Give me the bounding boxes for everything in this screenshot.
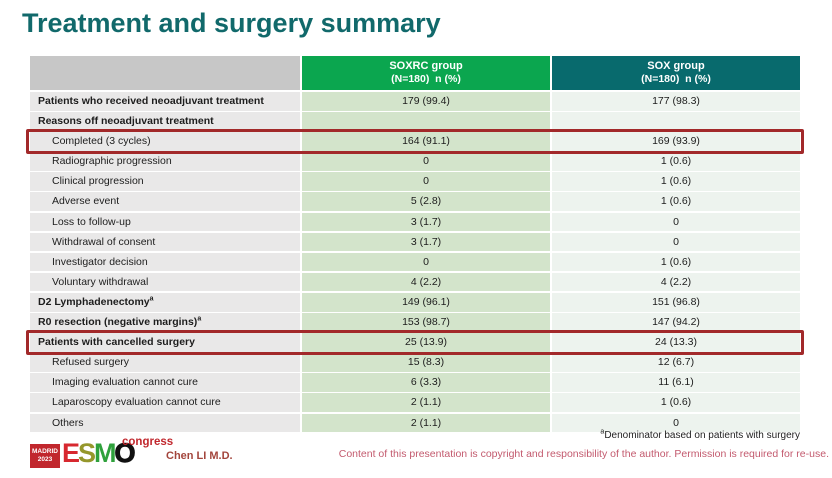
- soxrc-value: 4 (2.2): [302, 272, 550, 292]
- row-label: Completed (3 cycles): [30, 132, 300, 151]
- sox-value: 4 (2.2): [552, 272, 800, 292]
- year-label: 2023: [37, 456, 53, 463]
- table-body: Patients who received neoadjuvant treatm…: [26, 92, 804, 433]
- soxrc-group-sublabel: (N=180) n (%): [391, 73, 461, 85]
- soxrc-value: 25 (13.9): [302, 333, 550, 352]
- table-header-sox-group: SOX group (N=180) n (%): [552, 56, 800, 90]
- sox-value: 0: [552, 232, 800, 252]
- table-row: Investigator decision 0 1 (0.6): [30, 252, 800, 272]
- madrid-label: MADRID: [32, 448, 58, 455]
- row-label: Refused surgery: [30, 353, 300, 372]
- soxrc-value: 2 (1.1): [302, 413, 550, 433]
- row-label: Withdrawal of consent: [30, 232, 300, 252]
- row-label: Clinical progression: [30, 172, 300, 191]
- copyright-notice: Content of this presentation is copyrigh…: [338, 448, 829, 460]
- madrid-2023-badge: MADRID 2023: [30, 444, 60, 468]
- soxrc-value: 0: [302, 172, 550, 191]
- soxrc-value: [302, 112, 550, 131]
- table-row: R0 resection (negative margins)a 153 (98…: [30, 313, 800, 332]
- table-row: Reasons off neoadjuvant treatment: [30, 112, 800, 131]
- soxrc-value: 0: [302, 152, 550, 171]
- table-row: Patients who received neoadjuvant treatm…: [30, 92, 800, 111]
- table-row: D2 Lymphadenectomya 149 (96.1) 151 (96.8…: [30, 292, 800, 312]
- sox-value: [552, 112, 800, 131]
- soxrc-value: 0: [302, 252, 550, 272]
- row-label: Others: [30, 413, 300, 433]
- soxrc-value: 6 (3.3): [302, 373, 550, 392]
- soxrc-value: 2 (1.1): [302, 393, 550, 412]
- soxrc-value: 164 (91.1): [302, 132, 550, 151]
- row-label: Imaging evaluation cannot cure: [30, 373, 300, 392]
- sox-value: 0: [552, 212, 800, 232]
- row-label: Loss to follow-up: [30, 212, 300, 232]
- soxrc-group-label: SOXRC group: [389, 60, 463, 72]
- author-name: Chen LI M.D.: [166, 450, 233, 462]
- sox-value: 1 (0.6): [552, 252, 800, 272]
- summary-table: SOXRC group (N=180) n (%) SOX group (N=1…: [26, 56, 804, 434]
- sox-group-sublabel: (N=180) n (%): [641, 73, 711, 85]
- soxrc-value: 179 (99.4): [302, 92, 550, 111]
- footnote-superscript: a: [600, 428, 605, 436]
- table-header-soxrc-group: SOXRC group (N=180) n (%): [302, 56, 550, 90]
- slide-title: Treatment and surgery summary: [22, 8, 441, 38]
- table-row: Completed (3 cycles) 164 (91.1) 169 (93.…: [26, 129, 804, 154]
- table-row: Refused surgery 15 (8.3) 12 (6.7): [30, 353, 800, 372]
- table-row: Patients with cancelled surgery 25 (13.9…: [26, 330, 804, 355]
- table-header-row: SOXRC group (N=180) n (%) SOX group (N=1…: [30, 56, 800, 90]
- table-row: Clinical progression 0 1 (0.6): [30, 172, 800, 191]
- row-label: Radiographic progression: [30, 152, 300, 171]
- sox-value: 1 (0.6): [552, 172, 800, 191]
- sox-group-label: SOX group: [647, 60, 705, 72]
- table-row: Withdrawal of consent 3 (1.7) 0: [30, 232, 800, 252]
- table-row: Loss to follow-up 3 (1.7) 0: [30, 212, 800, 232]
- sox-value: 169 (93.9): [552, 132, 800, 151]
- table-row: Others 2 (1.1) 0: [30, 413, 800, 433]
- table-row: Laparoscopy evaluation cannot cure 2 (1.…: [30, 393, 800, 412]
- sox-value: 24 (13.3): [552, 333, 800, 352]
- row-label: D2 Lymphadenectomya: [30, 292, 300, 312]
- sox-value: 177 (98.3): [552, 92, 800, 111]
- sox-value: 1 (0.6): [552, 393, 800, 412]
- sox-value: 147 (94.2): [552, 313, 800, 332]
- row-label: Laparoscopy evaluation cannot cure: [30, 393, 300, 412]
- row-label: Voluntary withdrawal: [30, 272, 300, 292]
- table-row: Radiographic progression 0 1 (0.6): [30, 152, 800, 171]
- table-header-blank: [30, 56, 300, 90]
- soxrc-value: 15 (8.3): [302, 353, 550, 372]
- sox-value: 1 (0.6): [552, 192, 800, 212]
- row-label: Reasons off neoadjuvant treatment: [30, 112, 300, 131]
- table-footnote: aDenominator based on patients with surg…: [600, 428, 800, 441]
- sox-value: 12 (6.7): [552, 353, 800, 372]
- soxrc-value: 5 (2.8): [302, 192, 550, 212]
- sox-value: 1 (0.6): [552, 152, 800, 171]
- esmo-wordmark: ESMO: [62, 438, 136, 468]
- row-label: Patients who received neoadjuvant treatm…: [30, 92, 300, 111]
- congress-label: congress: [122, 436, 174, 448]
- sox-value: 0: [552, 413, 800, 433]
- table-row: Adverse event 5 (2.8) 1 (0.6): [30, 192, 800, 212]
- row-label: Patients with cancelled surgery: [30, 333, 300, 352]
- table-row: Imaging evaluation cannot cure 6 (3.3) 1…: [30, 373, 800, 392]
- row-label: Investigator decision: [30, 252, 300, 272]
- soxrc-value: 153 (98.7): [302, 313, 550, 332]
- soxrc-value: 3 (1.7): [302, 212, 550, 232]
- footnote-text: Denominator based on patients with surge…: [604, 430, 800, 441]
- soxrc-value: 149 (96.1): [302, 292, 550, 312]
- table-row: Voluntary withdrawal 4 (2.2) 4 (2.2): [30, 272, 800, 292]
- esmo-congress-logo: MADRID 2023 ESMO congress: [30, 436, 174, 476]
- soxrc-value: 3 (1.7): [302, 232, 550, 252]
- row-label: Adverse event: [30, 192, 300, 212]
- sox-value: 151 (96.8): [552, 292, 800, 312]
- row-label: R0 resection (negative margins)a: [30, 313, 300, 332]
- sox-value: 11 (6.1): [552, 373, 800, 392]
